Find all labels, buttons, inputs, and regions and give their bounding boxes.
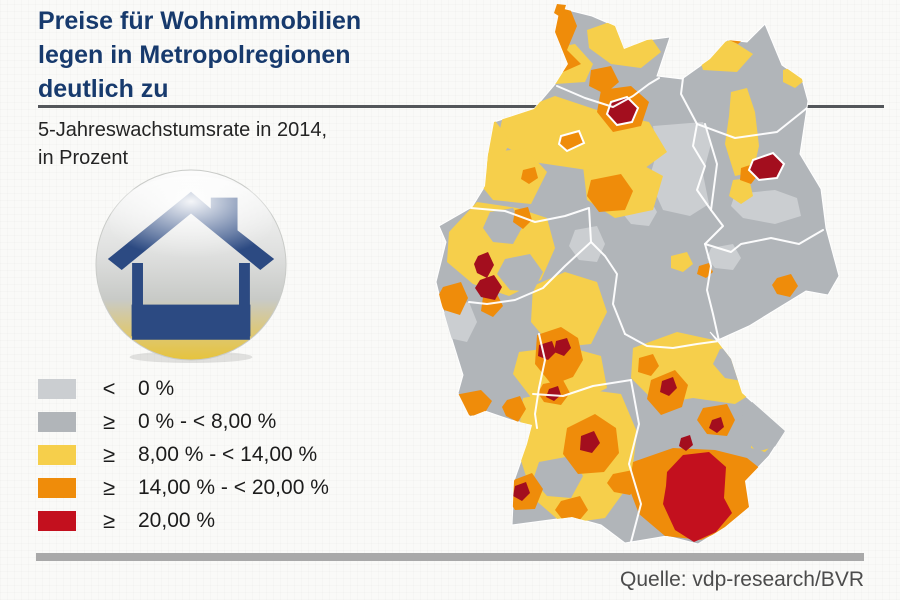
region-brandenburg-west (725, 88, 759, 176)
region-eifel (441, 302, 477, 342)
region-landshut-spot (709, 417, 724, 433)
page-title: Preise für Wohnimmobilien legen in Metro… (38, 4, 438, 106)
region-aachen (437, 282, 468, 315)
subtitle: 5-Jahreswachstumsrate in 2014, in Prozen… (38, 116, 438, 172)
title-line-3: deutlich zu (38, 75, 169, 103)
region-bodensee (555, 496, 588, 522)
region-cologne (475, 275, 502, 300)
subtitle-line-1: 5-Jahreswachstumsrate in 2014, (38, 119, 328, 141)
legend-swatch (38, 411, 76, 432)
legend-symbol: ≥ (102, 441, 116, 467)
source-credit: Quelle: vdp-research/BVR (620, 568, 864, 591)
region-karlsruhe (502, 396, 526, 422)
region-augsburg-spot (679, 435, 693, 451)
legend-row-4: ≥20,00 % (38, 504, 329, 537)
legend-swatch (38, 510, 76, 531)
region-muensterland (483, 208, 523, 244)
legend-label: 20,00 % (138, 508, 216, 532)
legend-symbol: < (102, 375, 116, 401)
legend-symbol: ≥ (102, 474, 116, 500)
region-duesseldorf (474, 252, 494, 278)
title-line-2: legen in Metropolregionen (38, 41, 351, 69)
region-hamburg (605, 95, 640, 127)
legend-row-3: ≥14,00 % - < 20,00 % (38, 471, 329, 504)
legend-row-0: <0 % (38, 372, 329, 405)
legend-label: 0 % - < 8,00 % (138, 409, 277, 433)
legend-row-2: ≥8,00 % - < 14,00 % (38, 438, 329, 471)
region-dresden (772, 274, 798, 297)
region-lower-saxony-north (497, 96, 667, 174)
region-mainz-core (546, 386, 561, 401)
region-sauerland (497, 254, 543, 292)
subtitle-line-2: in Prozent (38, 147, 129, 169)
region-frankfurt-region (535, 327, 583, 385)
legend-swatch (38, 477, 76, 498)
legend-row-1: ≥0 % - < 8,00 % (38, 405, 329, 438)
legend-symbol: ≥ (102, 507, 116, 533)
footer-rule (36, 553, 864, 561)
region-nuremberg-core (660, 377, 677, 396)
region-bremen (557, 129, 586, 153)
region-freiburg-core (513, 482, 530, 501)
legend-label: 14,00 % - < 20,00 % (138, 475, 329, 499)
legend-label: 8,00 % - < 14,00 % (138, 442, 318, 466)
region-north-of-hamburg (589, 66, 619, 94)
region-bonn (481, 294, 503, 317)
region-munich (663, 452, 732, 542)
region-berlin-south-belt (729, 178, 753, 204)
region-oldenburg-spot (521, 167, 538, 184)
title-divider-rule (38, 105, 884, 108)
legend: <0 % ≥0 % - < 8,00 % ≥8,00 % - < 14,00 % ≥1… (38, 372, 329, 537)
region-berlin (747, 151, 786, 182)
region-stuttgart-core (580, 431, 600, 453)
region-sylt (554, 4, 566, 18)
region-swabian-alb (533, 456, 583, 498)
region-hesse-middle (531, 272, 607, 348)
sphere-gloss-highlight (109, 175, 273, 267)
legend-label: 0 % (138, 376, 175, 400)
state-borders (468, 61, 824, 543)
region-thuringia-spot (671, 252, 693, 272)
legend-swatch (38, 378, 76, 399)
legend-swatch (38, 444, 76, 465)
germany-choropleth-map (435, 4, 840, 545)
region-wuerzburg (638, 354, 659, 376)
legend-symbol: ≥ (102, 408, 116, 434)
title-line-1: Preise für Wohnimmobilien (38, 7, 362, 35)
house-sphere-badge (95, 169, 287, 364)
region-hanover (587, 174, 633, 212)
region-weser-ems (475, 148, 547, 204)
region-altmark (649, 122, 711, 216)
region-frankfurt-core-east (554, 338, 571, 356)
